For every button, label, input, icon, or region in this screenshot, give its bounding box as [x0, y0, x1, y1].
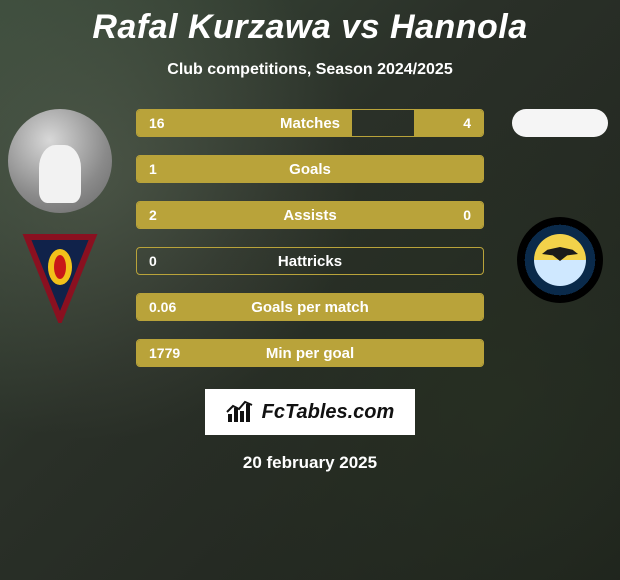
- content-root: Rafal Kurzawa vs Hannola Club competitio…: [0, 0, 620, 580]
- left-club-badge: [15, 233, 105, 323]
- comparison-area: 16Matches41Goals2Assists00Hattricks0.06G…: [0, 109, 620, 367]
- snapshot-date: 20 february 2025: [243, 453, 377, 473]
- branding-chart-icon: [226, 400, 254, 424]
- stat-row: 0Hattricks: [136, 247, 484, 275]
- stat-label: Hattricks: [137, 253, 483, 270]
- stat-row: 16Matches4: [136, 109, 484, 137]
- page-title: Rafal Kurzawa vs Hannola: [92, 8, 527, 47]
- left-player-column: [0, 109, 120, 323]
- branding-badge: FcTables.com: [205, 389, 415, 435]
- stat-label: Matches: [137, 115, 483, 132]
- stat-row: 1Goals: [136, 155, 484, 183]
- stat-row: 2Assists0: [136, 201, 484, 229]
- page-subtitle: Club competitions, Season 2024/2025: [167, 61, 452, 79]
- right-player-placeholder: [512, 109, 608, 137]
- stat-label: Assists: [137, 207, 483, 224]
- stat-label: Goals: [137, 161, 483, 178]
- stat-row: 1779Min per goal: [136, 339, 484, 367]
- stat-value-right: 0: [463, 207, 471, 223]
- stat-value-right: 4: [463, 115, 471, 131]
- right-club-badge: [517, 217, 603, 303]
- stat-label: Goals per match: [137, 299, 483, 316]
- branding-text: FcTables.com: [262, 401, 395, 424]
- stat-row: 0.06Goals per match: [136, 293, 484, 321]
- right-player-column: [500, 109, 620, 303]
- stats-bars: 16Matches41Goals2Assists00Hattricks0.06G…: [120, 109, 500, 367]
- left-player-photo: [8, 109, 112, 213]
- stat-label: Min per goal: [137, 345, 483, 362]
